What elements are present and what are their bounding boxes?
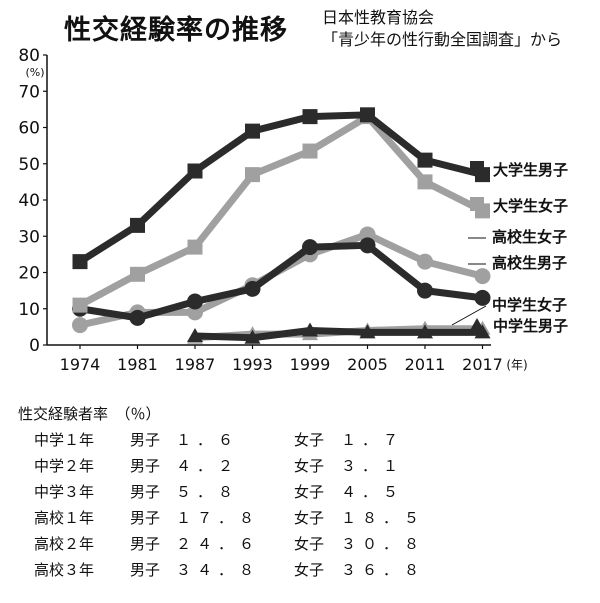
female-label: 女子	[294, 561, 325, 579]
data-point	[417, 152, 433, 168]
female-label: 女子	[294, 431, 325, 449]
legend-label: 高校生女子	[492, 228, 567, 246]
male-label: 男子	[130, 535, 161, 553]
legend-label: 中学生女子	[492, 296, 567, 314]
data-point	[244, 280, 261, 297]
data-point	[359, 237, 376, 254]
grade-label: 高校３年	[34, 561, 95, 579]
x-tick-label: 1981	[117, 355, 158, 374]
y-tick-label: 10	[18, 300, 40, 320]
y-tick-label: 70	[18, 82, 40, 102]
legend-label: 大学生女子	[493, 197, 568, 215]
x-tick-label: 2005	[347, 355, 388, 374]
data-point	[359, 324, 376, 339]
grade-label: 中学３年	[34, 483, 95, 501]
x-tick-label: 2017	[462, 355, 503, 374]
data-point	[129, 309, 146, 326]
y-tick-label: 20	[18, 264, 40, 284]
y-unit-label: (%)	[25, 66, 44, 79]
female-value: ３０．８	[341, 535, 426, 553]
female-label: 女子	[294, 483, 325, 501]
chart-title: 性交経験率の推移	[64, 15, 288, 46]
y-tick-label: 50	[18, 155, 40, 175]
legend-marker	[470, 161, 484, 175]
legend-leader	[451, 305, 487, 326]
data-point	[417, 174, 433, 190]
data-point	[417, 282, 433, 299]
x-unit-label: (年)	[506, 358, 527, 372]
y-tick-label: 0	[29, 336, 40, 356]
male-label: 男子	[130, 509, 161, 527]
data-point	[360, 107, 375, 123]
legend-label: 高校生男子	[492, 254, 567, 272]
grade-label: 中学１年	[34, 431, 95, 449]
data-point	[417, 253, 433, 270]
data-point	[474, 289, 491, 306]
series-line	[76, 241, 486, 322]
data-point	[130, 266, 145, 282]
data-point	[187, 163, 203, 179]
data-point	[130, 217, 145, 233]
data-point	[244, 329, 261, 344]
data-point	[302, 109, 318, 125]
series-line	[76, 111, 486, 266]
y-tick-label: 40	[18, 191, 40, 211]
data-point	[417, 324, 433, 339]
x-tick-label: 1987	[175, 355, 216, 374]
series-line	[76, 113, 486, 309]
y-tick-label: 30	[18, 227, 40, 247]
legend-marker	[469, 318, 485, 332]
x-tick-label: 1974	[60, 355, 101, 374]
female-value: ３６．８	[341, 561, 426, 579]
male-label: 男子	[130, 457, 161, 475]
grade-label: 中学２年	[34, 457, 95, 475]
female-value: ３．１	[341, 457, 405, 475]
line-chart: 0 10 20 30 40 50 60 70 80(%) 1974 1981 1987 1993 1999…	[18, 46, 568, 374]
female-label: 女子	[294, 535, 325, 553]
female-value: ４．５	[341, 483, 405, 501]
data-point	[245, 123, 260, 139]
data-point	[302, 239, 318, 256]
male-value: １７．８	[176, 509, 261, 527]
male-value: ５．８	[176, 483, 240, 501]
data-point	[474, 268, 491, 285]
table-title: 性交経験者率 （％）	[18, 405, 161, 423]
data-point	[187, 239, 203, 255]
data-point	[187, 327, 203, 342]
data-point	[72, 317, 88, 334]
data-point	[302, 322, 318, 337]
x-tick-label: 1993	[232, 355, 273, 374]
male-label: 男子	[130, 561, 161, 579]
x-tick-label: 2011	[405, 355, 446, 374]
male-value: ２４．６	[176, 535, 261, 553]
source-publisher: 日本性教育協会	[322, 8, 435, 27]
data-point	[72, 297, 88, 313]
y-tick-label: 60	[18, 119, 40, 139]
data-point	[302, 143, 318, 159]
male-value: ３４．８	[176, 561, 261, 579]
male-label: 男子	[130, 483, 161, 501]
series-line	[191, 327, 486, 342]
legend-marker	[470, 197, 484, 211]
grade-label: 高校２年	[34, 535, 95, 553]
female-value: １８．５	[341, 509, 426, 527]
x-tick-label: 1999	[290, 355, 331, 374]
legend-label: 中学生男子	[493, 317, 568, 335]
male-value: ４．２	[176, 457, 240, 475]
y-tick-label: 80	[18, 46, 40, 66]
male-value: １．６	[176, 431, 240, 449]
legend-label: 大学生男子	[493, 161, 568, 179]
data-point	[187, 293, 203, 310]
data-point	[245, 167, 260, 183]
male-label: 男子	[130, 431, 161, 449]
data-point	[72, 254, 88, 270]
grade-label: 高校１年	[34, 509, 95, 527]
female-value: １．７	[341, 431, 405, 449]
female-label: 女子	[294, 509, 325, 527]
female-label: 女子	[294, 457, 325, 475]
source-survey: 「青少年の性行動全国調査」から	[322, 30, 563, 49]
